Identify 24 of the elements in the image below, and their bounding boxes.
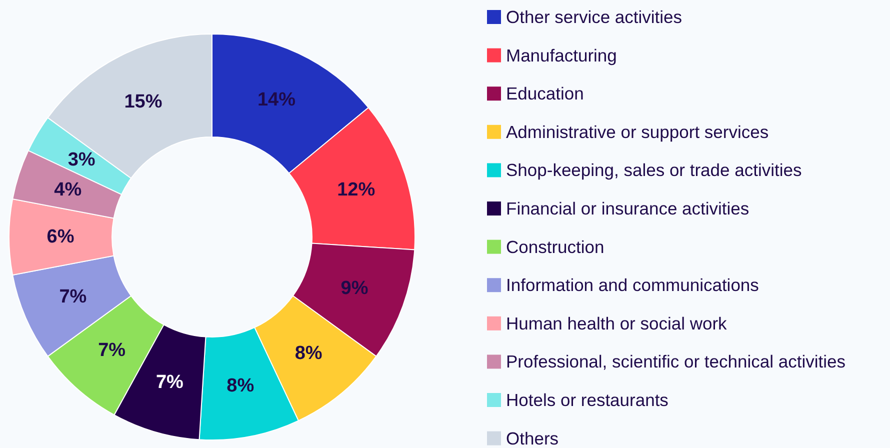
legend-label: Construction: [506, 236, 604, 257]
data-label: 8%: [226, 375, 254, 396]
legend-label: Other service activities: [506, 7, 682, 27]
legend-label: Financial or insurance activities: [506, 198, 750, 218]
data-label: 7%: [98, 340, 126, 362]
legend-label: Professional, scientific or technical activities: [506, 352, 846, 372]
data-label: 14%: [257, 89, 296, 110]
legend-label: Human health or social work: [506, 313, 728, 334]
data-label: 8%: [294, 343, 322, 364]
data-label: 12%: [337, 180, 376, 201]
legend-label: Others: [506, 428, 559, 448]
data-label: 4%: [54, 180, 82, 201]
legend-label: Hotels or restaurants: [506, 390, 669, 410]
data-label: 7%: [156, 372, 184, 393]
data-label: 6%: [46, 226, 74, 248]
data-label: 9%: [340, 278, 368, 299]
legend-label: Manufacturing: [506, 45, 617, 66]
data-label: 3%: [68, 149, 96, 170]
data-label: 7%: [59, 286, 87, 308]
data-label: 15%: [124, 92, 162, 113]
legend-label: Administrative or support services: [506, 122, 769, 142]
legend-label: Education: [506, 84, 584, 104]
legend-label: Shop-keeping, sales or trade activities: [506, 160, 802, 180]
legend-label: Information and communications: [506, 275, 760, 296]
